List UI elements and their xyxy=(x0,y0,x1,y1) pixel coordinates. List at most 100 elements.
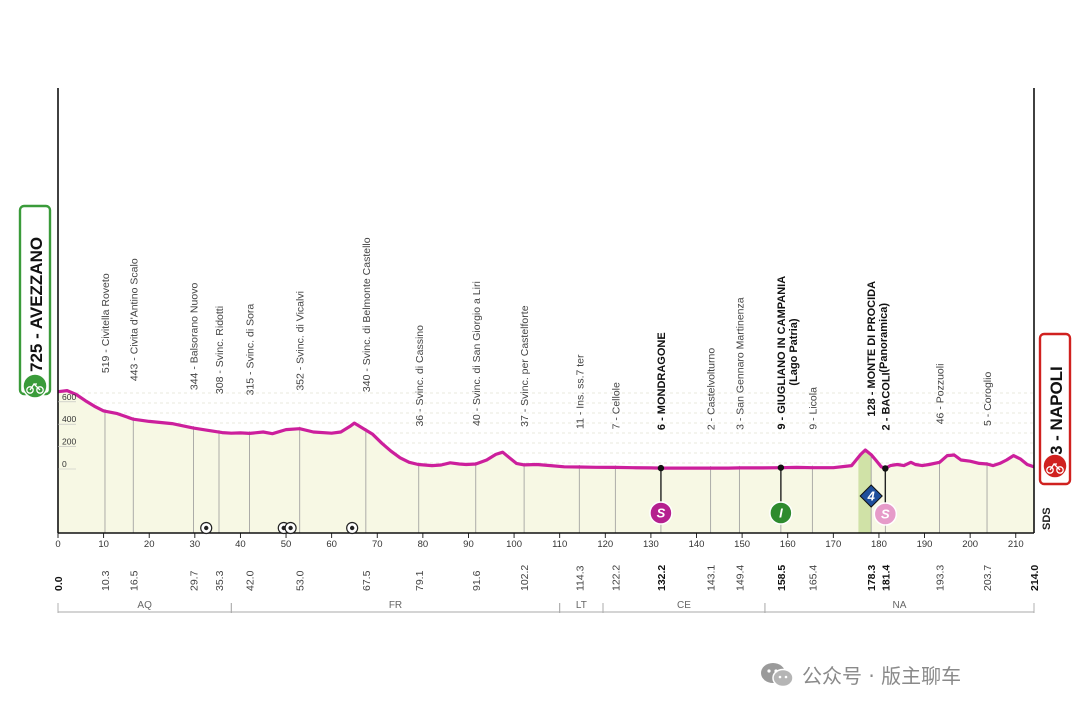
distance-tick-label: 190 xyxy=(917,539,933,550)
sponsor-logo: SDS xyxy=(1041,507,1053,530)
waypoint-label: 40 - Svinc. di San Giorgio a Liri xyxy=(471,281,483,426)
region-label: FR xyxy=(389,600,402,611)
km-label: 181.4 xyxy=(880,565,892,591)
waypoint-label: 128 - MONTE DI PROCIDA xyxy=(866,281,878,417)
km-label: 67.5 xyxy=(361,570,373,591)
bike-wheel xyxy=(1056,466,1064,474)
distance-tick-label: 170 xyxy=(825,539,841,550)
km-label: 132.2 xyxy=(656,565,668,591)
marker-dot xyxy=(657,464,665,472)
km-label: 79.1 xyxy=(414,570,426,591)
finish-bike-icon xyxy=(1042,453,1068,479)
distance-tick-label: 140 xyxy=(689,539,705,550)
distance-tick-label: 10 xyxy=(98,539,109,550)
elevation-ticks: 0 200 400 600 xyxy=(58,392,76,470)
region-label: NA xyxy=(893,600,907,611)
bike-wheel xyxy=(26,386,34,394)
region-label: AQ xyxy=(137,600,152,611)
elevation-tick-label: 0 xyxy=(62,459,67,469)
km-label: 42.0 xyxy=(245,570,257,591)
km-label: 35.3 xyxy=(214,570,226,591)
waypoint-labels: 519 - Civitella Roveto 443 - Civita d'Ant… xyxy=(100,237,994,430)
watermark: 公众号 · 版主聊车 xyxy=(760,660,961,689)
bike-frame xyxy=(29,382,41,391)
elevation-tick-label: 200 xyxy=(62,437,76,447)
elevation-tick-label: 400 xyxy=(62,414,76,424)
km-label: 91.6 xyxy=(471,570,483,591)
km-label: 143.1 xyxy=(706,565,718,591)
finish-badge-frame xyxy=(1038,332,1072,486)
tunnel-icon-core xyxy=(204,525,209,531)
watermark-text: 公众号 · 版主聊车 xyxy=(802,664,962,688)
stage-markers: S I4S xyxy=(649,464,898,526)
distance-tick-label: 160 xyxy=(780,539,796,550)
km-label: 158.5 xyxy=(776,565,788,591)
distance-tick-label: 200 xyxy=(962,539,978,550)
km-label: 16.5 xyxy=(128,570,140,591)
waypoint-label: 9 - Licola xyxy=(807,387,819,430)
km-label: 122.2 xyxy=(610,565,622,591)
finish-city-label: 3 - NAPOLI xyxy=(1047,366,1066,455)
marker-symbol: I xyxy=(779,506,783,521)
waypoint-label: 519 - Civitella Roveto xyxy=(100,273,112,373)
km-label: 165.4 xyxy=(807,565,819,591)
distance-tick-label: 130 xyxy=(643,539,659,550)
waypoint-sublabel: (Panoramica) xyxy=(878,303,890,373)
km-label: 193.3 xyxy=(935,565,947,591)
distance-tick-label: 40 xyxy=(235,539,246,550)
tunnel-icon-core xyxy=(288,525,293,531)
distance-tick-label: 30 xyxy=(190,539,201,550)
waypoint-label: 36 - Svinc. di Cassino xyxy=(414,325,426,427)
tunnel-icon-core xyxy=(349,525,355,531)
distance-tick-label: 110 xyxy=(552,539,567,550)
start-city-label: 725 - AVEZZANO xyxy=(27,237,46,372)
km-label: 102.2 xyxy=(519,565,531,591)
start-badge: 725 - AVEZZANO xyxy=(18,204,52,399)
elevation-tick-label: 600 xyxy=(62,392,76,402)
region-bands: AQ FR LT CE NA xyxy=(57,600,1035,613)
km-label: 114.3 xyxy=(574,565,586,591)
waypoint-label: 308 - Svinc. Ridotti xyxy=(214,306,226,394)
region-label: LT xyxy=(576,600,587,611)
km-label: 203.7 xyxy=(982,565,994,591)
distance-tick-label: 100 xyxy=(506,539,522,550)
sprint-icon xyxy=(873,502,898,526)
distance-tick-label: 0 xyxy=(55,539,60,550)
distance-tick-label: 20 xyxy=(144,539,155,550)
marker-symbol: 4 xyxy=(867,489,876,504)
waypoint-label: 352 - Svinc. di Vicalvi xyxy=(295,291,307,391)
km-label: 178.3 xyxy=(866,565,878,591)
distance-tick-label: 90 xyxy=(463,539,474,550)
distance-tick-label: 180 xyxy=(871,539,887,550)
distance-tick-label: 50 xyxy=(281,539,292,550)
waypoint-label: 9 - GIUGLIANO IN CAMPANIA xyxy=(776,276,788,430)
waypoint-label: 37 - Svinc. per Castelforte xyxy=(519,305,531,427)
waypoint-label: 443 - Civita d'Antino Scalo xyxy=(128,258,140,381)
marker-symbol: S xyxy=(657,506,666,521)
waypoint-label: 2 - Castelvolturno xyxy=(706,348,718,430)
waypoint-label: 344 - Balsorano Nuovo xyxy=(188,283,200,391)
bike-frame xyxy=(1049,462,1061,471)
waypoint-label: 46 - Pozzuoli xyxy=(935,364,947,425)
km-label: 214.0 xyxy=(1029,565,1041,591)
km-label: 0.0 xyxy=(53,576,65,591)
finish-badge: 3 - NAPOLI xyxy=(1038,332,1072,486)
marker-symbol: S xyxy=(881,507,890,522)
distance-tick-label: 120 xyxy=(597,539,613,550)
distance-tick-label: 80 xyxy=(418,539,429,550)
waypoint-label: 5 - Coroglio xyxy=(982,372,994,426)
marker-dot xyxy=(777,464,785,471)
waypoint-label: 3 - San Gennaro Martinenza xyxy=(734,297,746,430)
waypoint-label: 315 - Svinc. di Sora xyxy=(245,304,257,396)
distance-tick-label: 210 xyxy=(1008,539,1024,550)
climb-category-icon xyxy=(859,484,883,508)
waypoint-label: 7 - Cellole xyxy=(610,382,622,429)
waypoint-label: 11 - Ins. ss.7 ter xyxy=(574,354,586,429)
waypoint-label: 6 - MONDRAGONE xyxy=(656,332,668,430)
tunnel-markers xyxy=(200,521,359,535)
distance-tick-label: 60 xyxy=(326,539,337,550)
km-label: 10.3 xyxy=(100,570,112,591)
intermediate-sprint-icon xyxy=(769,501,793,525)
waypoint-label: 340 - Svinc. di Belmonte Castello xyxy=(361,237,373,392)
